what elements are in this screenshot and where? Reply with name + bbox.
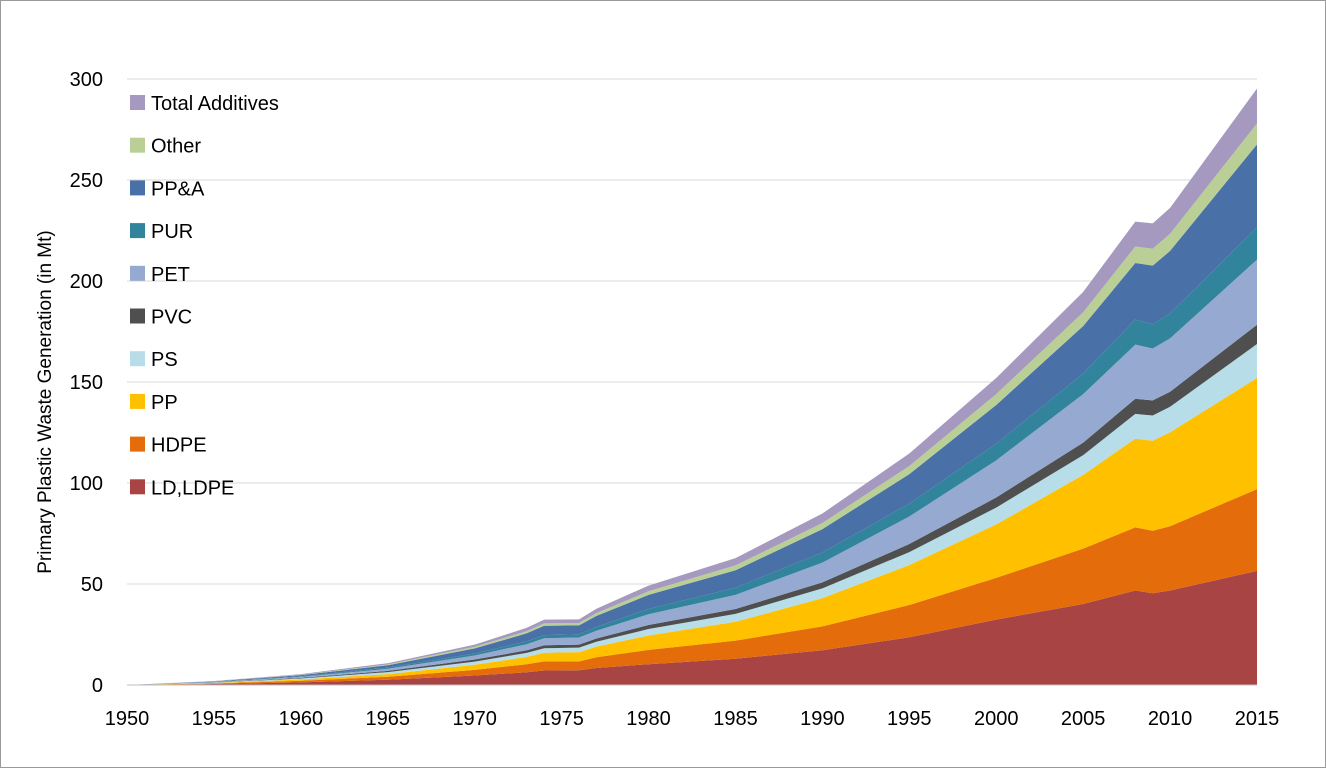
legend-label-pur: PUR bbox=[151, 221, 193, 243]
legend-swatch-hdpe bbox=[130, 436, 145, 452]
x-tick-label: 1975 bbox=[539, 708, 584, 730]
area-pp bbox=[127, 378, 1257, 685]
x-tick-label: 2010 bbox=[1148, 708, 1193, 730]
legend-label-pp: PP bbox=[151, 392, 178, 414]
legend-label-hdpe: HDPE bbox=[151, 435, 207, 457]
area-pet bbox=[127, 259, 1257, 685]
y-axis-ticks: 0 50 100 150 200 250 300 bbox=[70, 69, 103, 697]
y-axis-label: Primary Plastic Waste Generation (in Mt) bbox=[35, 230, 56, 574]
legend-label-ps: PS bbox=[151, 349, 178, 371]
x-tick-label: 2005 bbox=[1061, 708, 1106, 730]
y-tick-label: 100 bbox=[70, 473, 103, 495]
legend-swatch-pp bbox=[130, 393, 145, 409]
area-series bbox=[127, 88, 1257, 686]
legend-swatch-ps bbox=[130, 351, 145, 367]
x-tick-label: 1960 bbox=[279, 708, 324, 730]
legend-label-total-additives: Total Additives bbox=[151, 93, 279, 115]
legend-swatch-ld-ldpe bbox=[130, 479, 145, 495]
area-pp-a bbox=[127, 144, 1257, 685]
area-ld-ldpe bbox=[127, 570, 1257, 685]
x-tick-label: 1990 bbox=[800, 708, 845, 730]
area-hdpe bbox=[127, 489, 1257, 685]
x-tick-label: 2015 bbox=[1235, 708, 1280, 730]
legend-swatch-pvc bbox=[130, 308, 145, 324]
x-tick-label: 1985 bbox=[713, 708, 758, 730]
legend-label-other: Other bbox=[151, 136, 201, 158]
y-tick-label: 200 bbox=[70, 271, 103, 293]
y-tick-label: 300 bbox=[70, 69, 103, 91]
legend-swatch-pur bbox=[130, 223, 145, 239]
legend-label-ld-ldpe: LD,LDPE bbox=[151, 477, 234, 499]
x-tick-label: 1995 bbox=[887, 708, 932, 730]
legend-label-pp-a: PP&A bbox=[151, 178, 205, 200]
x-tick-label: 1970 bbox=[452, 708, 497, 730]
legend-swatch-other bbox=[130, 137, 145, 153]
y-tick-label: 250 bbox=[70, 170, 103, 192]
legend-swatch-pet bbox=[130, 265, 145, 281]
y-tick-label: 150 bbox=[70, 372, 103, 394]
x-tick-label: 2000 bbox=[974, 708, 1019, 730]
x-tick-label: 1980 bbox=[626, 708, 671, 730]
x-tick-label: 1950 bbox=[105, 708, 150, 730]
y-tick-label: 50 bbox=[81, 574, 103, 596]
x-axis-ticks: 1950 1955 1960 1965 1970 1975 1980 1985 1990 1995… bbox=[105, 708, 1280, 730]
x-tick-label: 1955 bbox=[192, 708, 237, 730]
legend: Total Additives Other PP&A PUR PET PVC PS PP HDP… bbox=[130, 93, 279, 499]
legend-swatch-total-additives bbox=[130, 95, 145, 110]
legend-label-pet: PET bbox=[151, 264, 190, 286]
legend-swatch-pp-a bbox=[130, 180, 145, 196]
x-tick-label: 1965 bbox=[366, 708, 411, 730]
legend-label-pvc: PVC bbox=[151, 307, 192, 329]
y-tick-label: 0 bbox=[92, 675, 103, 697]
